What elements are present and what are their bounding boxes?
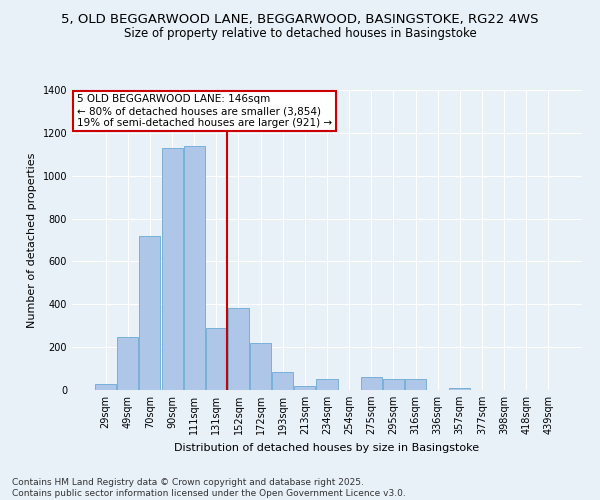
Text: Size of property relative to detached houses in Basingstoke: Size of property relative to detached ho…	[124, 28, 476, 40]
Text: 5 OLD BEGGARWOOD LANE: 146sqm
← 80% of detached houses are smaller (3,854)
19% o: 5 OLD BEGGARWOOD LANE: 146sqm ← 80% of d…	[77, 94, 332, 128]
Bar	[272, 372, 293, 390]
Bar	[206, 328, 227, 390]
Y-axis label: Number of detached properties: Number of detached properties	[27, 152, 37, 328]
Text: Contains HM Land Registry data © Crown copyright and database right 2025.
Contai: Contains HM Land Registry data © Crown c…	[12, 478, 406, 498]
X-axis label: Distribution of detached houses by size in Basingstoke: Distribution of detached houses by size …	[175, 442, 479, 452]
Bar	[95, 384, 116, 390]
Bar	[250, 343, 271, 390]
Bar	[361, 377, 382, 390]
Bar	[139, 236, 160, 390]
Bar	[316, 380, 338, 390]
Bar	[449, 388, 470, 390]
Bar	[118, 337, 139, 390]
Text: 5, OLD BEGGARWOOD LANE, BEGGARWOOD, BASINGSTOKE, RG22 4WS: 5, OLD BEGGARWOOD LANE, BEGGARWOOD, BASI…	[61, 12, 539, 26]
Bar	[383, 380, 404, 390]
Bar	[405, 380, 426, 390]
Bar	[161, 148, 182, 390]
Bar	[184, 146, 205, 390]
Bar	[228, 308, 249, 390]
Bar	[295, 386, 316, 390]
